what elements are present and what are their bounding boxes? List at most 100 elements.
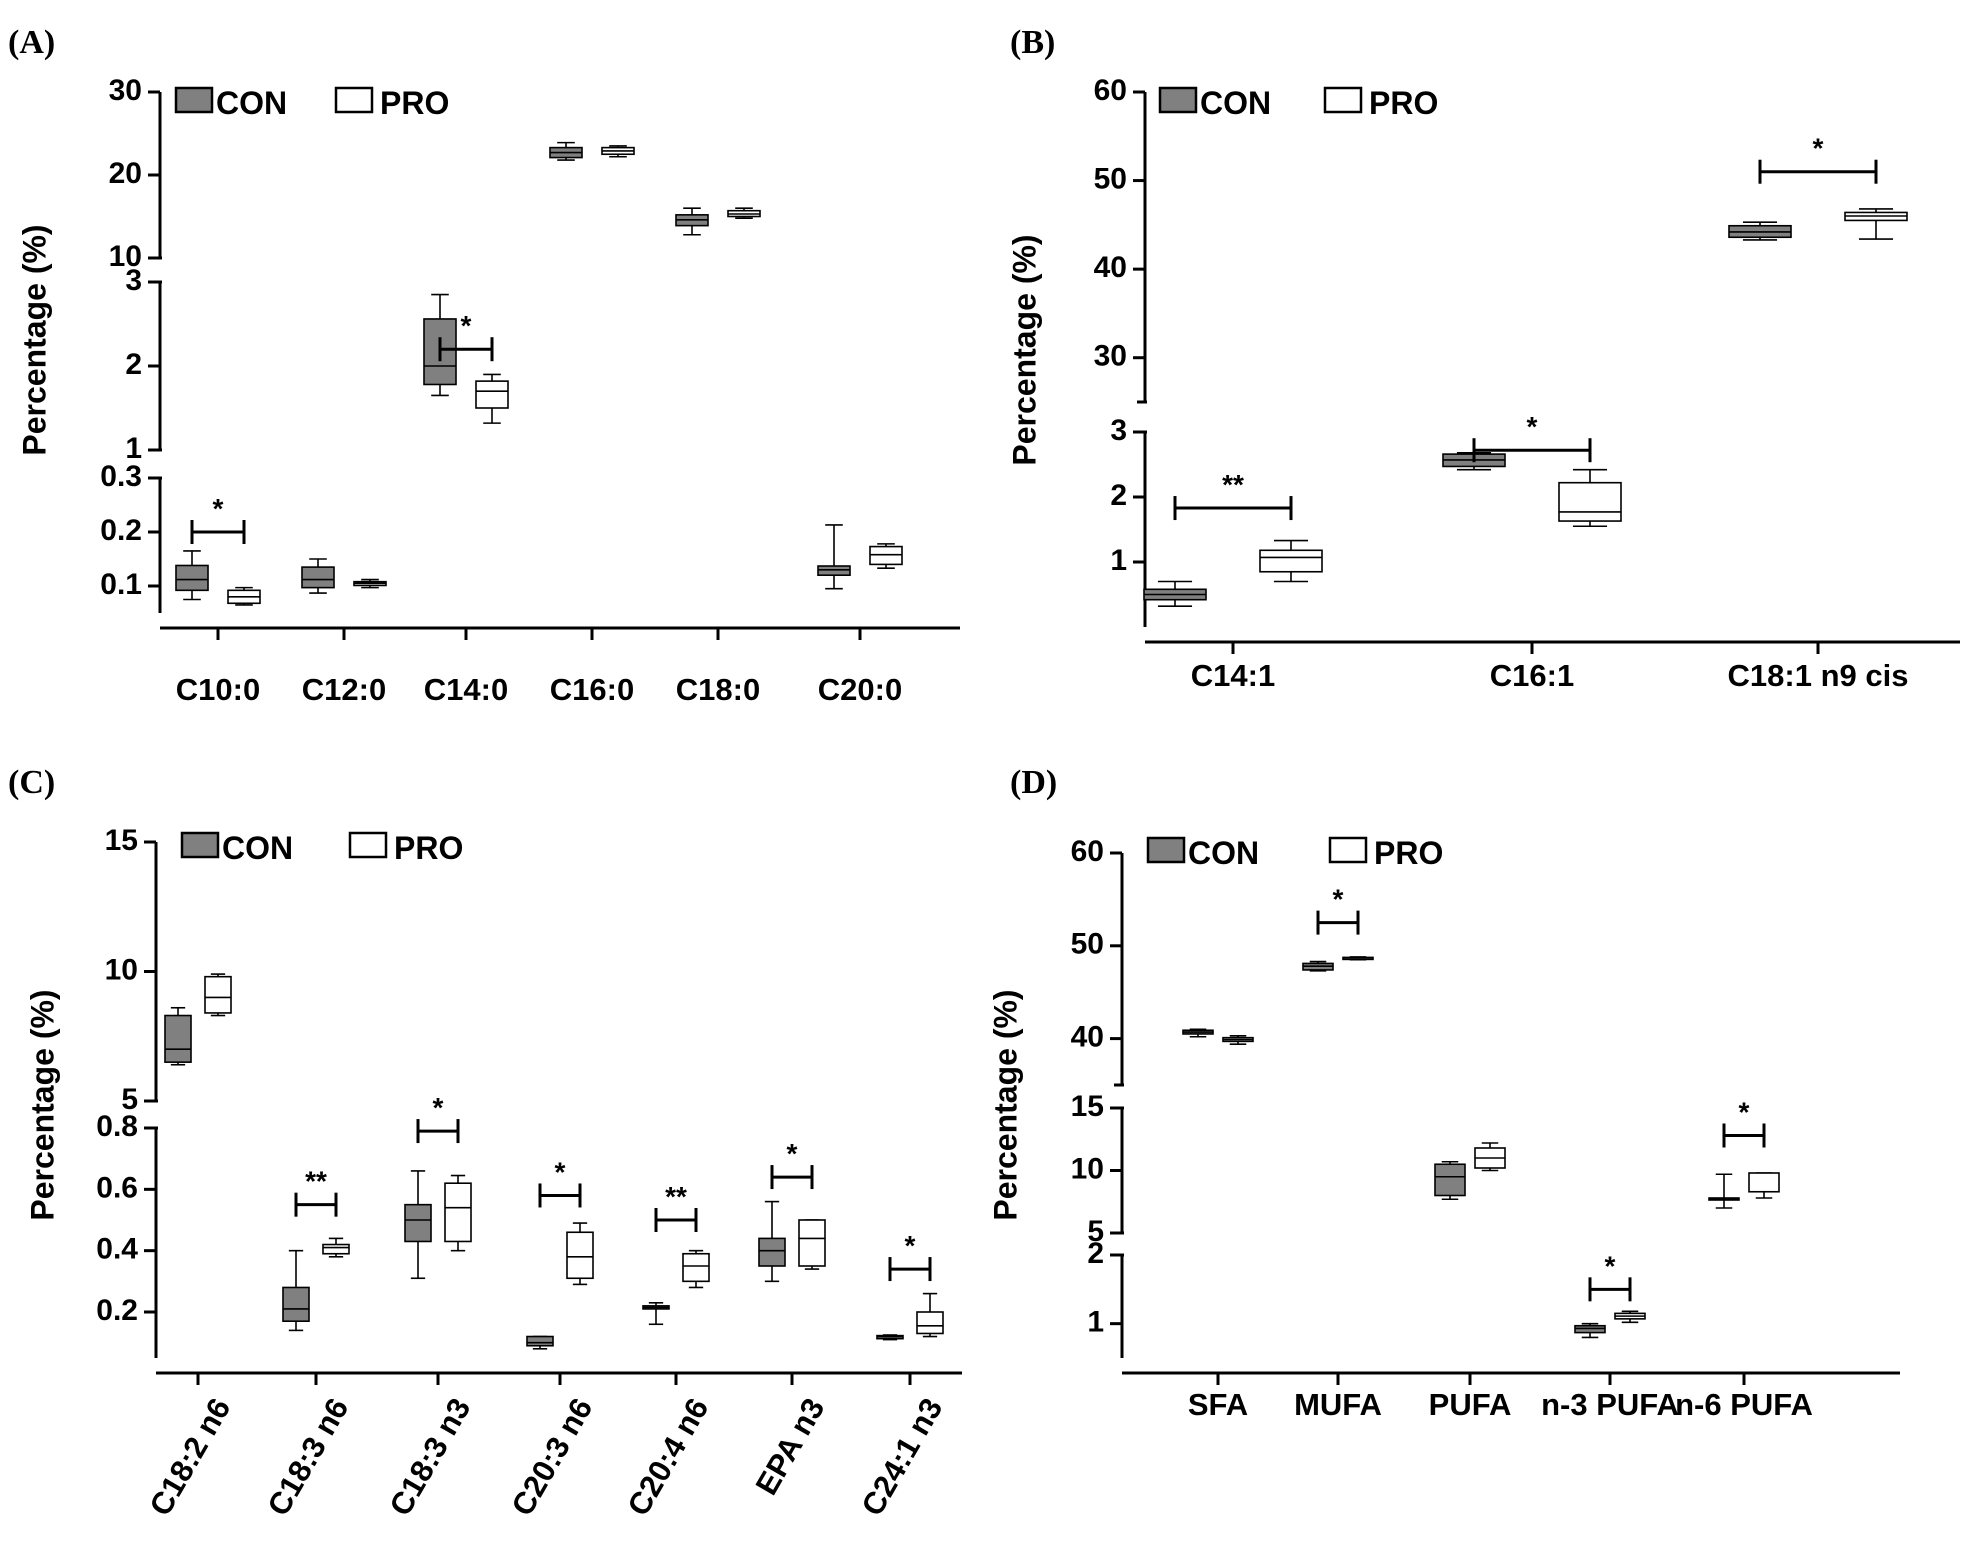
- box-pro: [727, 207, 761, 219]
- box-con: [282, 1249, 310, 1332]
- legend-label-con: CON: [216, 85, 287, 121]
- y-tick-label: 30: [109, 74, 142, 107]
- box-pro: [204, 973, 232, 1017]
- x-tick-label: C12:0: [302, 672, 386, 707]
- box-pro: [1748, 1172, 1780, 1199]
- x-tick-label: PUFA: [1429, 1387, 1512, 1422]
- legend-swatch-pro: [1328, 836, 1368, 864]
- y-tick-label: 0.6: [96, 1171, 138, 1204]
- box-pro: [798, 1219, 826, 1270]
- legend: CON PRO: [1158, 85, 1438, 121]
- legend-label-con: CON: [1188, 835, 1259, 871]
- box-iqr: [817, 565, 851, 577]
- y-tick-label: 40: [1071, 1021, 1104, 1054]
- box-pro: [1844, 208, 1908, 240]
- box-con: [817, 524, 851, 590]
- box-iqr: [1558, 481, 1622, 522]
- x-tick-label: C20:3 n6: [505, 1392, 600, 1521]
- y-tick-label: 1: [1110, 544, 1127, 577]
- box-con: [675, 207, 709, 236]
- y-tick-label: 1: [125, 432, 142, 465]
- significance-label: *: [1739, 1097, 1750, 1128]
- significance-bracket: **: [1173, 469, 1293, 521]
- box-iqr: [175, 564, 209, 592]
- box-iqr: [301, 566, 335, 589]
- panel-label: (C): [8, 764, 55, 801]
- x-tick-label: C14:0: [424, 672, 508, 707]
- significance-bracket: *: [1588, 1250, 1632, 1302]
- significance-label: *: [1813, 133, 1824, 164]
- legend: CON PRO: [174, 85, 449, 121]
- y-axis-label: Percentage (%): [16, 224, 52, 455]
- significance-bracket: *: [1472, 411, 1592, 463]
- box-pro: [1342, 956, 1374, 961]
- box-pro: [475, 373, 509, 424]
- legend-swatch-pro: [348, 831, 388, 859]
- legend: CON PRO: [180, 830, 463, 866]
- box-iqr: [758, 1237, 786, 1267]
- legend-label-pro: PRO: [1369, 85, 1438, 121]
- significance-label: **: [1222, 469, 1244, 500]
- significance-label: *: [1527, 411, 1538, 442]
- x-tick-label: n-3 PUFA: [1541, 1387, 1679, 1422]
- box-pro: [444, 1174, 472, 1252]
- box-con: [876, 1334, 904, 1341]
- box-iqr: [164, 1014, 192, 1063]
- x-tick-label: C16:0: [550, 672, 634, 707]
- significance-label: *: [461, 310, 472, 341]
- box-con: [1728, 221, 1792, 241]
- y-tick-label: 0.3: [100, 460, 142, 493]
- y-tick-label: 60: [1094, 74, 1127, 107]
- box-con: [549, 141, 583, 161]
- significance-label: *: [787, 1138, 798, 1169]
- box-iqr: [1434, 1163, 1466, 1197]
- y-tick-label: 15: [1071, 1090, 1104, 1123]
- y-tick-label: 0.2: [100, 514, 142, 547]
- significance-label: **: [305, 1166, 327, 1197]
- y-tick-label: 50: [1094, 162, 1127, 195]
- legend-swatch-con: [1158, 86, 1198, 114]
- significance-label: *: [1605, 1250, 1616, 1281]
- box-con: [404, 1170, 432, 1280]
- box-pro: [601, 145, 635, 158]
- y-tick-label: 5: [1087, 1215, 1104, 1248]
- box-con: [1182, 1028, 1214, 1038]
- y-tick-label: 30: [1094, 340, 1127, 373]
- legend-swatch-con: [180, 831, 220, 859]
- box-iqr: [204, 975, 232, 1014]
- x-tick-label: MUFA: [1294, 1387, 1382, 1422]
- box-iqr: [1748, 1172, 1780, 1193]
- significance-bracket: *: [1758, 133, 1878, 184]
- box-con: [642, 1302, 670, 1326]
- box-con: [1143, 580, 1207, 608]
- x-tick-label: C14:1: [1191, 658, 1275, 693]
- y-tick-label: 0.8: [96, 1110, 138, 1143]
- y-tick-label: 5: [121, 1083, 138, 1116]
- y-tick-label: 10: [109, 240, 142, 273]
- box-iqr: [869, 545, 903, 566]
- box-con: [1708, 1173, 1740, 1209]
- x-tick-label: C20:4 n6: [621, 1392, 716, 1521]
- box-iqr: [404, 1203, 432, 1243]
- significance-label: *: [433, 1092, 444, 1123]
- box-pro: [1259, 539, 1323, 583]
- panel-label: (B): [1010, 24, 1055, 61]
- significance-label: *: [1333, 884, 1344, 915]
- legend-swatch-pro: [1323, 86, 1363, 114]
- x-tick-label: C18:3 n3: [383, 1392, 478, 1521]
- significance-bracket: *: [1316, 884, 1360, 935]
- box-pro: [566, 1222, 594, 1286]
- box-con: [526, 1335, 554, 1350]
- box-pro: [322, 1237, 350, 1258]
- legend-label-pro: PRO: [1374, 835, 1443, 871]
- box-pro: [1558, 468, 1622, 528]
- box-pro: [353, 578, 387, 589]
- significance-label: *: [905, 1230, 916, 1261]
- x-tick-label: n-6 PUFA: [1675, 1387, 1813, 1422]
- panel-3: (C) 0.2 0.4 0.6 0.85 10 15 Percentage (%) C18:2 …: [8, 764, 962, 1522]
- y-tick-label: 0.2: [96, 1294, 138, 1327]
- box-iqr: [1259, 549, 1323, 573]
- panel-label: (D): [1010, 764, 1057, 801]
- box-iqr: [322, 1243, 350, 1255]
- box-iqr: [682, 1252, 710, 1283]
